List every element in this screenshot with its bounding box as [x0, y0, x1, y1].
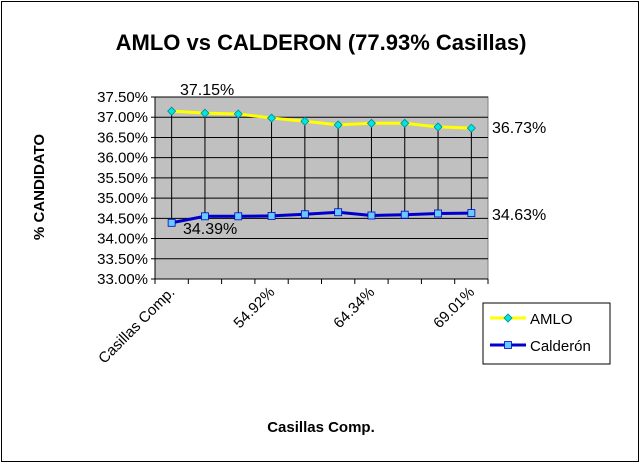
point-caldern	[400, 210, 409, 219]
x-tick-label: 64.34%	[330, 284, 378, 332]
x-tick-label: Casillas Comp.	[95, 284, 178, 367]
y-tick-label: 35.00%	[97, 190, 148, 207]
legend-calderon-marker	[504, 341, 512, 349]
y-tick-label: 33.50%	[97, 251, 148, 268]
annotation-calderon-last: 34.63%	[492, 207, 546, 224]
y-axis-ticks: 37.50% 37.00% 36.50% 36.00% 35.50% 35.00% 34.5…	[97, 89, 155, 288]
point-amlo	[366, 118, 377, 128]
x-axis-ticks: Casillas Comp. 54.92% 64.34% 69.01%	[95, 279, 489, 367]
point-caldern	[300, 210, 309, 219]
y-axis-label: % CANDIDATO	[31, 134, 48, 240]
legend-box	[482, 302, 611, 365]
point-caldern	[167, 218, 176, 227]
point-caldern	[234, 212, 243, 221]
x-axis-label: Casillas Comp.	[267, 419, 375, 436]
point-caldern	[467, 209, 476, 217]
point-amlo	[433, 122, 443, 132]
point-caldern	[201, 212, 209, 221]
point-caldern	[267, 212, 276, 220]
point-amlo	[266, 113, 277, 123]
y-tick-label: 33.00%	[97, 271, 148, 288]
legend-amlo-label: AMLO	[530, 311, 573, 328]
series-layer	[167, 106, 476, 227]
point-amlo	[233, 109, 243, 119]
series-line-caldern	[171, 210, 472, 225]
annotation-calderon-first: 34.39%	[183, 221, 237, 238]
point-caldern	[434, 209, 442, 218]
y-tick-label: 37.50%	[97, 89, 148, 106]
legend: AMLO Calderón	[482, 302, 611, 365]
plot-area	[154, 96, 489, 280]
point-caldern	[367, 211, 376, 220]
series-line-amlo	[171, 109, 472, 130]
x-tick-label: 69.01%	[430, 284, 478, 332]
x-tick-label: 54.92%	[230, 284, 278, 332]
y-tick-label: 35.50%	[97, 170, 148, 187]
y-tick-label: 37.00%	[97, 109, 148, 126]
legend-amlo-marker	[503, 313, 513, 323]
point-amlo	[466, 123, 476, 133]
y-tick-label: 34.00%	[97, 231, 148, 248]
chart-title: AMLO vs CALDERON (77.93% Casillas)	[116, 30, 527, 55]
y-tick-label: 36.00%	[97, 150, 148, 167]
point-amlo	[400, 118, 410, 128]
point-amlo	[333, 120, 343, 130]
y-tick-label: 36.50%	[97, 129, 148, 146]
annotation-amlo-last: 36.73%	[492, 120, 546, 137]
point-caldern	[334, 208, 343, 217]
y-tick-label: 34.50%	[97, 210, 148, 227]
annotation-amlo-first: 37.15%	[180, 82, 234, 99]
point-amlo	[300, 116, 310, 126]
hi-lo-lines	[171, 111, 472, 223]
legend-calderon-label: Calderón	[530, 338, 591, 355]
point-amlo	[200, 108, 210, 118]
point-amlo	[167, 106, 177, 116]
